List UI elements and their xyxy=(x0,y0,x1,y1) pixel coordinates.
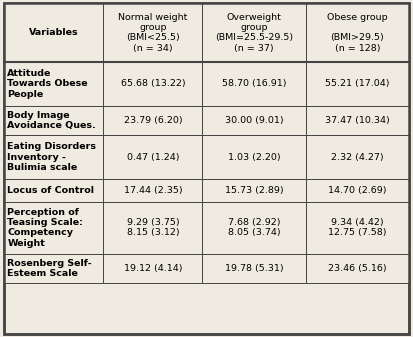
Bar xyxy=(306,3,409,62)
Text: Variables: Variables xyxy=(29,28,78,37)
Bar xyxy=(306,62,409,106)
Bar xyxy=(4,3,103,62)
Text: Eating Disorders
Inventory -
Bulimia scale: Eating Disorders Inventory - Bulimia sca… xyxy=(7,142,96,172)
Text: 30.00 (9.01): 30.00 (9.01) xyxy=(225,116,283,125)
Text: 23.79 (6.20): 23.79 (6.20) xyxy=(123,116,182,125)
Bar xyxy=(103,3,202,62)
Text: 37.47 (10.34): 37.47 (10.34) xyxy=(325,116,389,125)
Bar xyxy=(4,135,103,179)
Bar xyxy=(103,254,202,283)
Text: 1.03 (2.20): 1.03 (2.20) xyxy=(228,153,280,162)
Bar xyxy=(4,202,103,254)
Text: 15.73 (2.89): 15.73 (2.89) xyxy=(225,186,283,195)
Bar xyxy=(306,202,409,254)
Bar xyxy=(4,106,103,135)
Text: Body Image
Avoidance Ques.: Body Image Avoidance Ques. xyxy=(7,111,96,130)
Text: 19.12 (4.14): 19.12 (4.14) xyxy=(123,264,182,273)
Text: 2.32 (4.27): 2.32 (4.27) xyxy=(331,153,384,162)
Bar xyxy=(202,135,306,179)
Text: Normal weight
group
(BMI<25.5)
(n = 34): Normal weight group (BMI<25.5) (n = 34) xyxy=(118,13,188,53)
Text: 7.68 (2.92)
8.05 (3.74): 7.68 (2.92) 8.05 (3.74) xyxy=(228,218,280,237)
Bar xyxy=(4,254,103,283)
Text: 14.70 (2.69): 14.70 (2.69) xyxy=(328,186,387,195)
Text: 9.29 (3.75)
8.15 (3.12): 9.29 (3.75) 8.15 (3.12) xyxy=(126,218,179,237)
Text: 17.44 (2.35): 17.44 (2.35) xyxy=(123,186,182,195)
Bar xyxy=(306,106,409,135)
Text: Perception of
Teasing Scale:
Competency
Weight: Perception of Teasing Scale: Competency … xyxy=(7,208,83,248)
Bar xyxy=(4,62,103,106)
Text: 19.78 (5.31): 19.78 (5.31) xyxy=(225,264,283,273)
Text: Attitude
Towards Obese
People: Attitude Towards Obese People xyxy=(7,69,88,99)
Bar xyxy=(306,135,409,179)
Bar xyxy=(306,179,409,202)
Bar xyxy=(202,62,306,106)
Bar xyxy=(202,106,306,135)
Bar xyxy=(103,135,202,179)
Text: Obese group

(BMI>29.5)
(n = 128): Obese group (BMI>29.5) (n = 128) xyxy=(327,13,387,53)
Bar xyxy=(103,179,202,202)
Bar xyxy=(306,254,409,283)
Bar xyxy=(202,202,306,254)
Text: 55.21 (17.04): 55.21 (17.04) xyxy=(325,80,389,88)
Text: 0.47 (1.24): 0.47 (1.24) xyxy=(127,153,179,162)
Bar xyxy=(103,106,202,135)
Text: Locus of Control: Locus of Control xyxy=(7,186,95,195)
Text: Overweight
group
(BMI=25.5-29.5)
(n = 37): Overweight group (BMI=25.5-29.5) (n = 37… xyxy=(215,13,293,53)
Text: Rosenberg Self-
Esteem Scale: Rosenberg Self- Esteem Scale xyxy=(7,259,92,278)
Bar xyxy=(202,3,306,62)
Text: 9.34 (4.42)
12.75 (7.58): 9.34 (4.42) 12.75 (7.58) xyxy=(328,218,387,237)
Text: 65.68 (13.22): 65.68 (13.22) xyxy=(121,80,185,88)
Bar xyxy=(202,254,306,283)
Bar xyxy=(103,62,202,106)
Bar xyxy=(103,202,202,254)
Bar xyxy=(202,179,306,202)
Text: 58.70 (16.91): 58.70 (16.91) xyxy=(222,80,286,88)
Text: 23.46 (5.16): 23.46 (5.16) xyxy=(328,264,387,273)
Bar xyxy=(4,179,103,202)
